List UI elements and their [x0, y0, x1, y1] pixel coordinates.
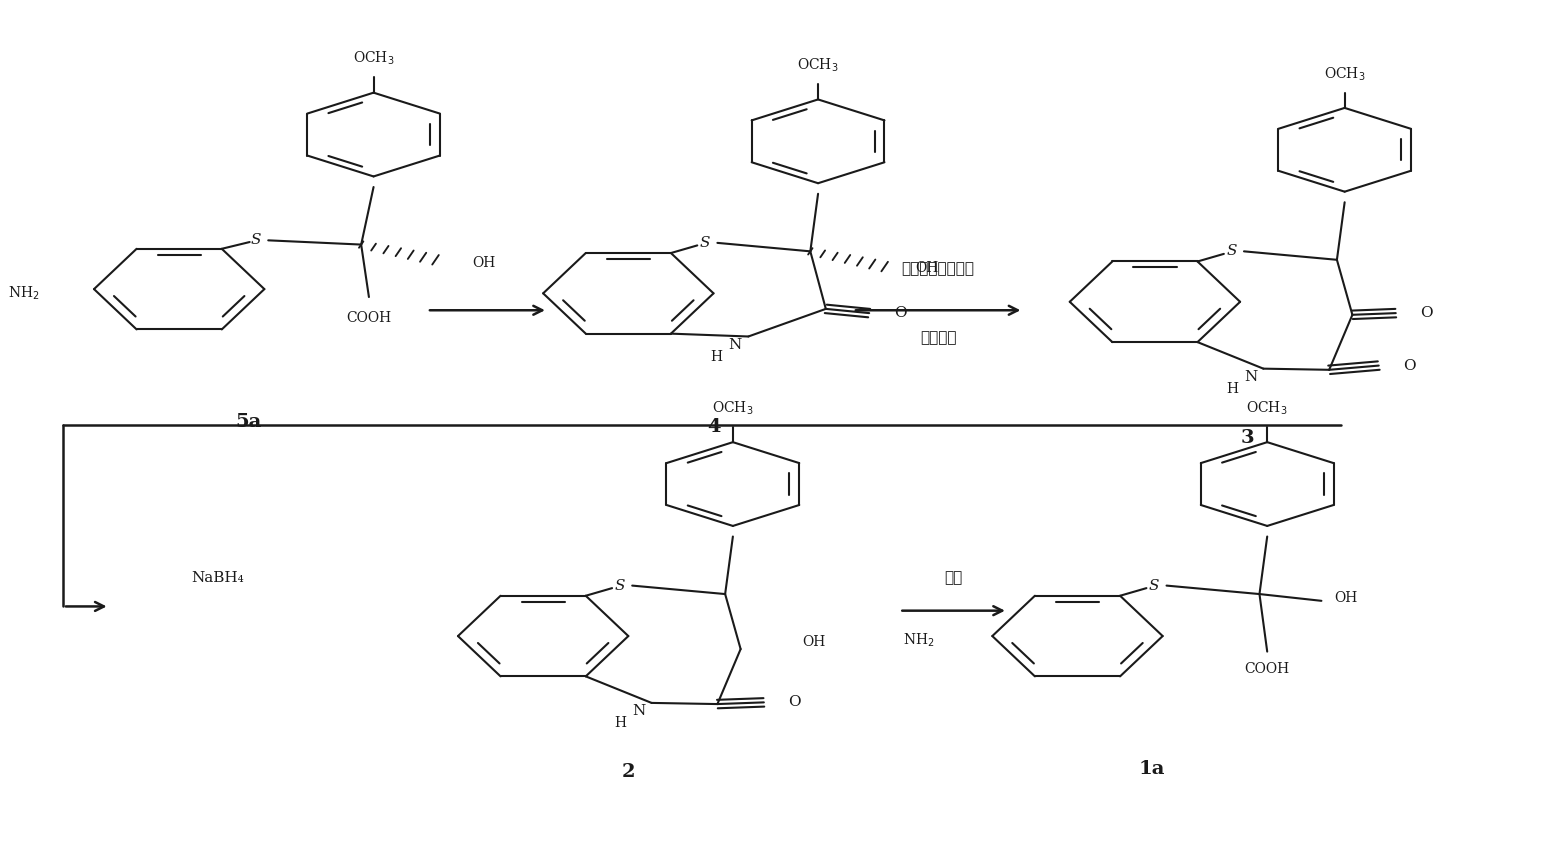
Text: OCH$_3$: OCH$_3$ [712, 399, 753, 417]
Text: OH: OH [803, 635, 826, 649]
Text: H: H [614, 717, 627, 730]
Text: O: O [1403, 358, 1416, 373]
Text: S: S [1149, 579, 1160, 593]
Text: OCH$_3$: OCH$_3$ [1246, 399, 1288, 417]
Text: NaBH₄: NaBH₄ [192, 571, 245, 585]
Text: 5a: 5a [235, 413, 262, 431]
Text: OH: OH [1335, 591, 1356, 605]
Text: H: H [1227, 382, 1238, 396]
Text: COOH: COOH [1244, 661, 1289, 676]
Text: 4: 4 [706, 418, 720, 436]
Text: O: O [1420, 306, 1433, 320]
Text: OCH$_3$: OCH$_3$ [1324, 65, 1366, 82]
Text: N: N [633, 705, 645, 718]
Text: S: S [1227, 245, 1236, 258]
Text: OH: OH [915, 261, 939, 275]
Text: S: S [614, 579, 625, 593]
Text: N: N [1244, 370, 1258, 384]
Text: OCH$_3$: OCH$_3$ [797, 57, 839, 74]
Text: 3: 3 [1241, 429, 1255, 447]
Text: O: O [893, 306, 906, 320]
Text: 叔丁醇钒: 叔丁醇钒 [920, 331, 956, 346]
Text: 二苯酮（或芙酮）: 二苯酮（或芙酮） [901, 262, 974, 277]
Text: COOH: COOH [346, 311, 391, 324]
Text: 水解: 水解 [945, 571, 963, 585]
Text: NH$_2$: NH$_2$ [8, 284, 41, 302]
Text: O: O [789, 695, 801, 710]
Text: NH$_2$: NH$_2$ [903, 632, 935, 649]
Text: 2: 2 [622, 763, 635, 781]
Text: OH: OH [472, 256, 496, 270]
Text: S: S [251, 233, 260, 247]
Text: 1a: 1a [1138, 761, 1165, 779]
Text: N: N [728, 338, 741, 352]
Text: H: H [709, 350, 722, 364]
Text: OCH$_3$: OCH$_3$ [352, 50, 394, 67]
Text: S: S [700, 236, 711, 250]
